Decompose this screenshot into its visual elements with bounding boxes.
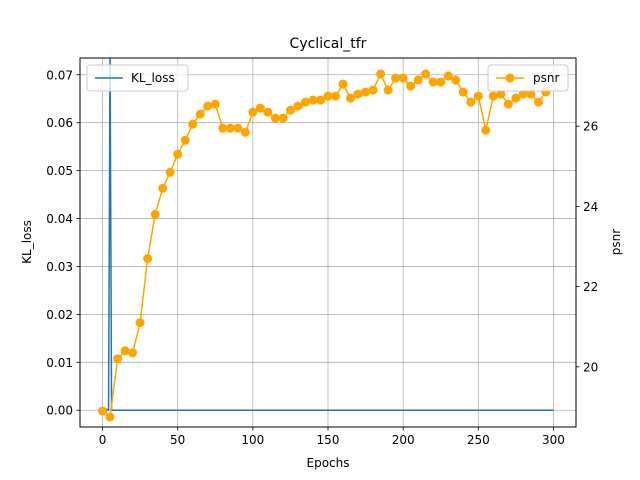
psnr-point (180, 135, 190, 145)
psnr-point (128, 348, 138, 358)
psnr-point (195, 109, 205, 119)
y-right-tick-label: 20 (583, 360, 598, 374)
psnr-point (293, 101, 303, 111)
psnr-point (376, 69, 386, 79)
psnr-point (143, 254, 153, 264)
y-axis-left-title: KL_loss (20, 220, 34, 264)
psnr-point (173, 149, 183, 159)
psnr-point (458, 87, 468, 97)
psnr-point (511, 93, 521, 103)
y-left-tick-label: 0.05 (46, 164, 73, 178)
y-left-tick-label: 0.06 (46, 116, 73, 130)
psnr-point (308, 95, 318, 105)
psnr-point (533, 97, 543, 107)
x-tick-label: 50 (170, 433, 185, 447)
psnr-point (165, 167, 175, 177)
x-tick-label: 150 (317, 433, 340, 447)
legend-kl-loss-label: KL_loss (131, 71, 175, 85)
kl-loss-series (102, 58, 554, 411)
psnr-point (383, 85, 393, 95)
psnr-point (150, 209, 160, 219)
psnr-point (496, 89, 506, 99)
psnr-point (248, 107, 258, 117)
psnr-point (315, 95, 325, 105)
psnr-point (346, 93, 356, 103)
y-right-tick-label: 24 (583, 200, 598, 214)
chart-title: Cyclical_tfr (290, 36, 367, 52)
psnr-point (188, 119, 198, 129)
psnr-point (413, 75, 423, 85)
psnr-point (488, 91, 498, 101)
psnr-point (218, 123, 228, 133)
psnr-point (361, 87, 371, 97)
psnr-point (278, 113, 288, 123)
psnr-point (158, 183, 168, 193)
psnr-point (421, 69, 431, 79)
psnr-point (436, 77, 446, 87)
psnr-point (233, 123, 243, 133)
psnr-point (473, 91, 483, 101)
axis-ticks: 0 50 100 150 200 250 300 0.00 0.01 0.02 0.03 0.04 0.… (46, 68, 598, 447)
psnr-point (338, 79, 348, 89)
x-tick-label: 0 (99, 433, 107, 447)
psnr-point (105, 412, 115, 422)
psnr-point (391, 73, 401, 83)
y-left-tick-label: 0.02 (46, 308, 73, 322)
psnr-point (225, 123, 235, 133)
psnr-point (203, 101, 213, 111)
psnr-point (443, 71, 453, 81)
legend-right-box (487, 64, 569, 92)
psnr-point (135, 318, 145, 328)
psnr-point (466, 97, 476, 107)
psnr-point (210, 99, 220, 109)
y-right-tick-label: 26 (583, 120, 598, 134)
psnr-point (263, 107, 273, 117)
y-axis-right-title: psnr (609, 229, 623, 255)
y-left-tick-label: 0.04 (46, 212, 73, 226)
psnr-point (270, 113, 280, 123)
y-left-tick-label: 0.03 (46, 260, 73, 274)
legend-left-box (86, 64, 189, 92)
psnr-point (428, 77, 438, 87)
psnr-point (398, 73, 408, 83)
psnr-point (518, 89, 528, 99)
psnr-point (353, 89, 363, 99)
legend-left: KL_loss (86, 64, 189, 92)
psnr-point (255, 103, 265, 113)
psnr-point (300, 97, 310, 107)
x-tick-label: 200 (392, 433, 415, 447)
psnr-point (503, 99, 513, 109)
psnr-point (368, 85, 378, 95)
legend-right: psnr (487, 64, 569, 92)
psnr-point (120, 346, 130, 356)
psnr-point (113, 354, 123, 364)
x-axis-title: Epochs (307, 456, 350, 470)
legend-psnr-marker (505, 73, 515, 83)
y-left-tick-label: 0.00 (46, 404, 73, 418)
psnr-point (331, 91, 341, 101)
psnr-point (451, 75, 461, 85)
psnr-point (526, 89, 536, 99)
kl-loss-line (102, 58, 554, 411)
x-tick-label: 250 (467, 433, 490, 447)
x-tick-label: 300 (542, 433, 565, 447)
x-tick-label: 100 (241, 433, 264, 447)
psnr-point (323, 91, 333, 101)
y-right-tick-label: 22 (583, 280, 598, 294)
psnr-point (240, 127, 250, 137)
psnr-point (98, 406, 108, 416)
psnr-point (406, 81, 416, 91)
psnr-point (481, 125, 491, 135)
y-left-tick-label: 0.07 (46, 68, 73, 82)
psnr-point (285, 105, 295, 115)
y-left-tick-label: 0.01 (46, 356, 73, 370)
legend-psnr-label: psnr (533, 71, 559, 85)
